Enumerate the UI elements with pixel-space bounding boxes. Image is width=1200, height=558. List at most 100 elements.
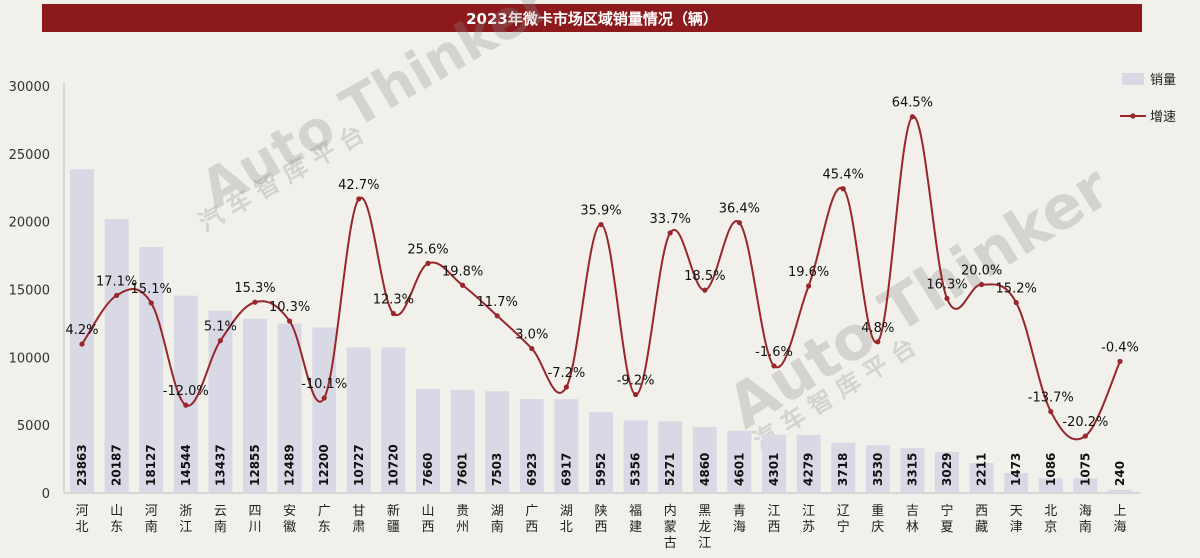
bar-value-label: 3718 (836, 453, 850, 486)
growth-label: -10.1% (301, 377, 347, 392)
bar (589, 412, 613, 493)
x-tick-label: 山 (110, 504, 123, 519)
y-tick-label: 15000 (9, 284, 50, 299)
growth-point (736, 220, 743, 226)
bar-value-label: 5952 (594, 453, 608, 486)
bar (1073, 478, 1098, 493)
bar-value-label: 1086 (1044, 453, 1058, 486)
bar (935, 451, 959, 493)
y-tick-label: 0 (42, 487, 50, 502)
x-tick-label: 江 (698, 536, 711, 551)
growth-point (909, 114, 916, 120)
x-tick-label: 南 (214, 519, 227, 535)
x-tick-label: 古 (664, 536, 677, 551)
bar-value-label: 13437 (213, 444, 227, 486)
x-tick-label: 内 (664, 503, 677, 519)
x-tick-label: 夏 (940, 520, 953, 535)
growth-label: -12.0% (163, 384, 209, 399)
growth-point (356, 196, 362, 202)
x-tick-label: 山 (421, 504, 434, 519)
growth-point (1117, 358, 1123, 365)
x-tick-label: 贵 (456, 504, 469, 519)
bar-value-label: 5356 (629, 453, 643, 486)
x-tick-label: 浙 (179, 504, 192, 519)
growth-label: -9.2% (617, 374, 655, 389)
growth-point (148, 300, 154, 306)
x-tick-label: 吉 (906, 504, 919, 519)
x-tick-label: 湖 (491, 504, 504, 519)
growth-point (79, 341, 85, 347)
growth-label: 15.3% (234, 281, 275, 296)
bar-value-label: 18127 (144, 444, 158, 486)
growth-label: 25.6% (407, 242, 448, 257)
bar-value-label: 4279 (802, 453, 816, 486)
bar-value-label: 7503 (490, 453, 504, 486)
x-tick-label: 天 (1010, 504, 1023, 519)
bar-value-label: 6923 (525, 453, 539, 486)
growth-label: -1.6% (755, 345, 793, 360)
growth-label: 64.5% (892, 96, 933, 111)
growth-label: -20.2% (1062, 415, 1108, 430)
legend-bar-swatch (1122, 73, 1144, 85)
bar-value-label: 12489 (283, 444, 297, 486)
growth-point (1048, 408, 1054, 415)
growth-label: 18.5% (684, 269, 725, 284)
growth-point (840, 186, 846, 192)
bar-value-label: 1075 (1078, 453, 1092, 486)
x-tick-label: 肃 (352, 520, 365, 535)
bar-value-label: 240 (1113, 461, 1127, 486)
x-tick-label: 疆 (387, 520, 400, 535)
growth-label: 5.1% (204, 320, 237, 335)
growth-label: 42.7% (338, 178, 379, 193)
growth-point (252, 299, 258, 305)
growth-point (321, 395, 327, 401)
bar-value-label: 5271 (663, 453, 677, 486)
y-tick-label: 30000 (9, 80, 50, 95)
y-tick-label: 20000 (9, 216, 50, 231)
growth-point (667, 230, 673, 236)
x-tick-label: 苏 (802, 519, 815, 535)
x-tick-label: 川 (248, 520, 261, 535)
bar-value-label: 3029 (940, 453, 954, 486)
x-tick-label: 青 (733, 504, 746, 519)
growth-point (1013, 299, 1019, 306)
growth-label: 11.7% (477, 295, 518, 310)
bar-value-label: 7660 (421, 453, 435, 486)
bar-value-label: 12855 (248, 444, 262, 486)
y-tick-label: 10000 (9, 351, 50, 366)
bar (554, 399, 579, 493)
x-tick-label: 宁 (940, 503, 953, 519)
chart-title: 2023年微卡市场区域销量情况（辆） (42, 4, 1142, 32)
x-tick-label: 新 (387, 503, 400, 519)
bar (796, 434, 821, 493)
bar-value-label: 4601 (732, 453, 746, 486)
growth-label: 3.0% (515, 328, 548, 343)
x-tick-label: 辽 (837, 504, 850, 519)
x-tick-label: 河 (75, 504, 88, 519)
bar-value-label: 4301 (767, 453, 781, 486)
x-tick-label: 西 (594, 520, 607, 535)
bar (762, 434, 786, 493)
growth-point (944, 295, 950, 302)
bar (450, 389, 475, 493)
bar (900, 448, 925, 493)
bar (623, 420, 648, 493)
growth-label: 33.7% (650, 212, 691, 227)
growth-point (390, 310, 396, 317)
x-tick-label: 四 (248, 504, 261, 519)
bar (1038, 478, 1063, 493)
x-tick-label: 津 (1010, 520, 1023, 535)
bar-value-label: 14544 (179, 444, 193, 486)
growth-label: 19.6% (788, 265, 829, 280)
bar-value-label: 1473 (1009, 453, 1023, 486)
x-tick-label: 云 (214, 504, 227, 519)
growth-point (494, 313, 500, 319)
x-tick-label: 京 (1044, 520, 1057, 535)
bar (692, 427, 717, 493)
x-tick-label: 林 (906, 520, 919, 535)
x-tick-label: 东 (318, 520, 331, 535)
growth-point (598, 221, 604, 228)
x-tick-label: 建 (629, 520, 642, 535)
